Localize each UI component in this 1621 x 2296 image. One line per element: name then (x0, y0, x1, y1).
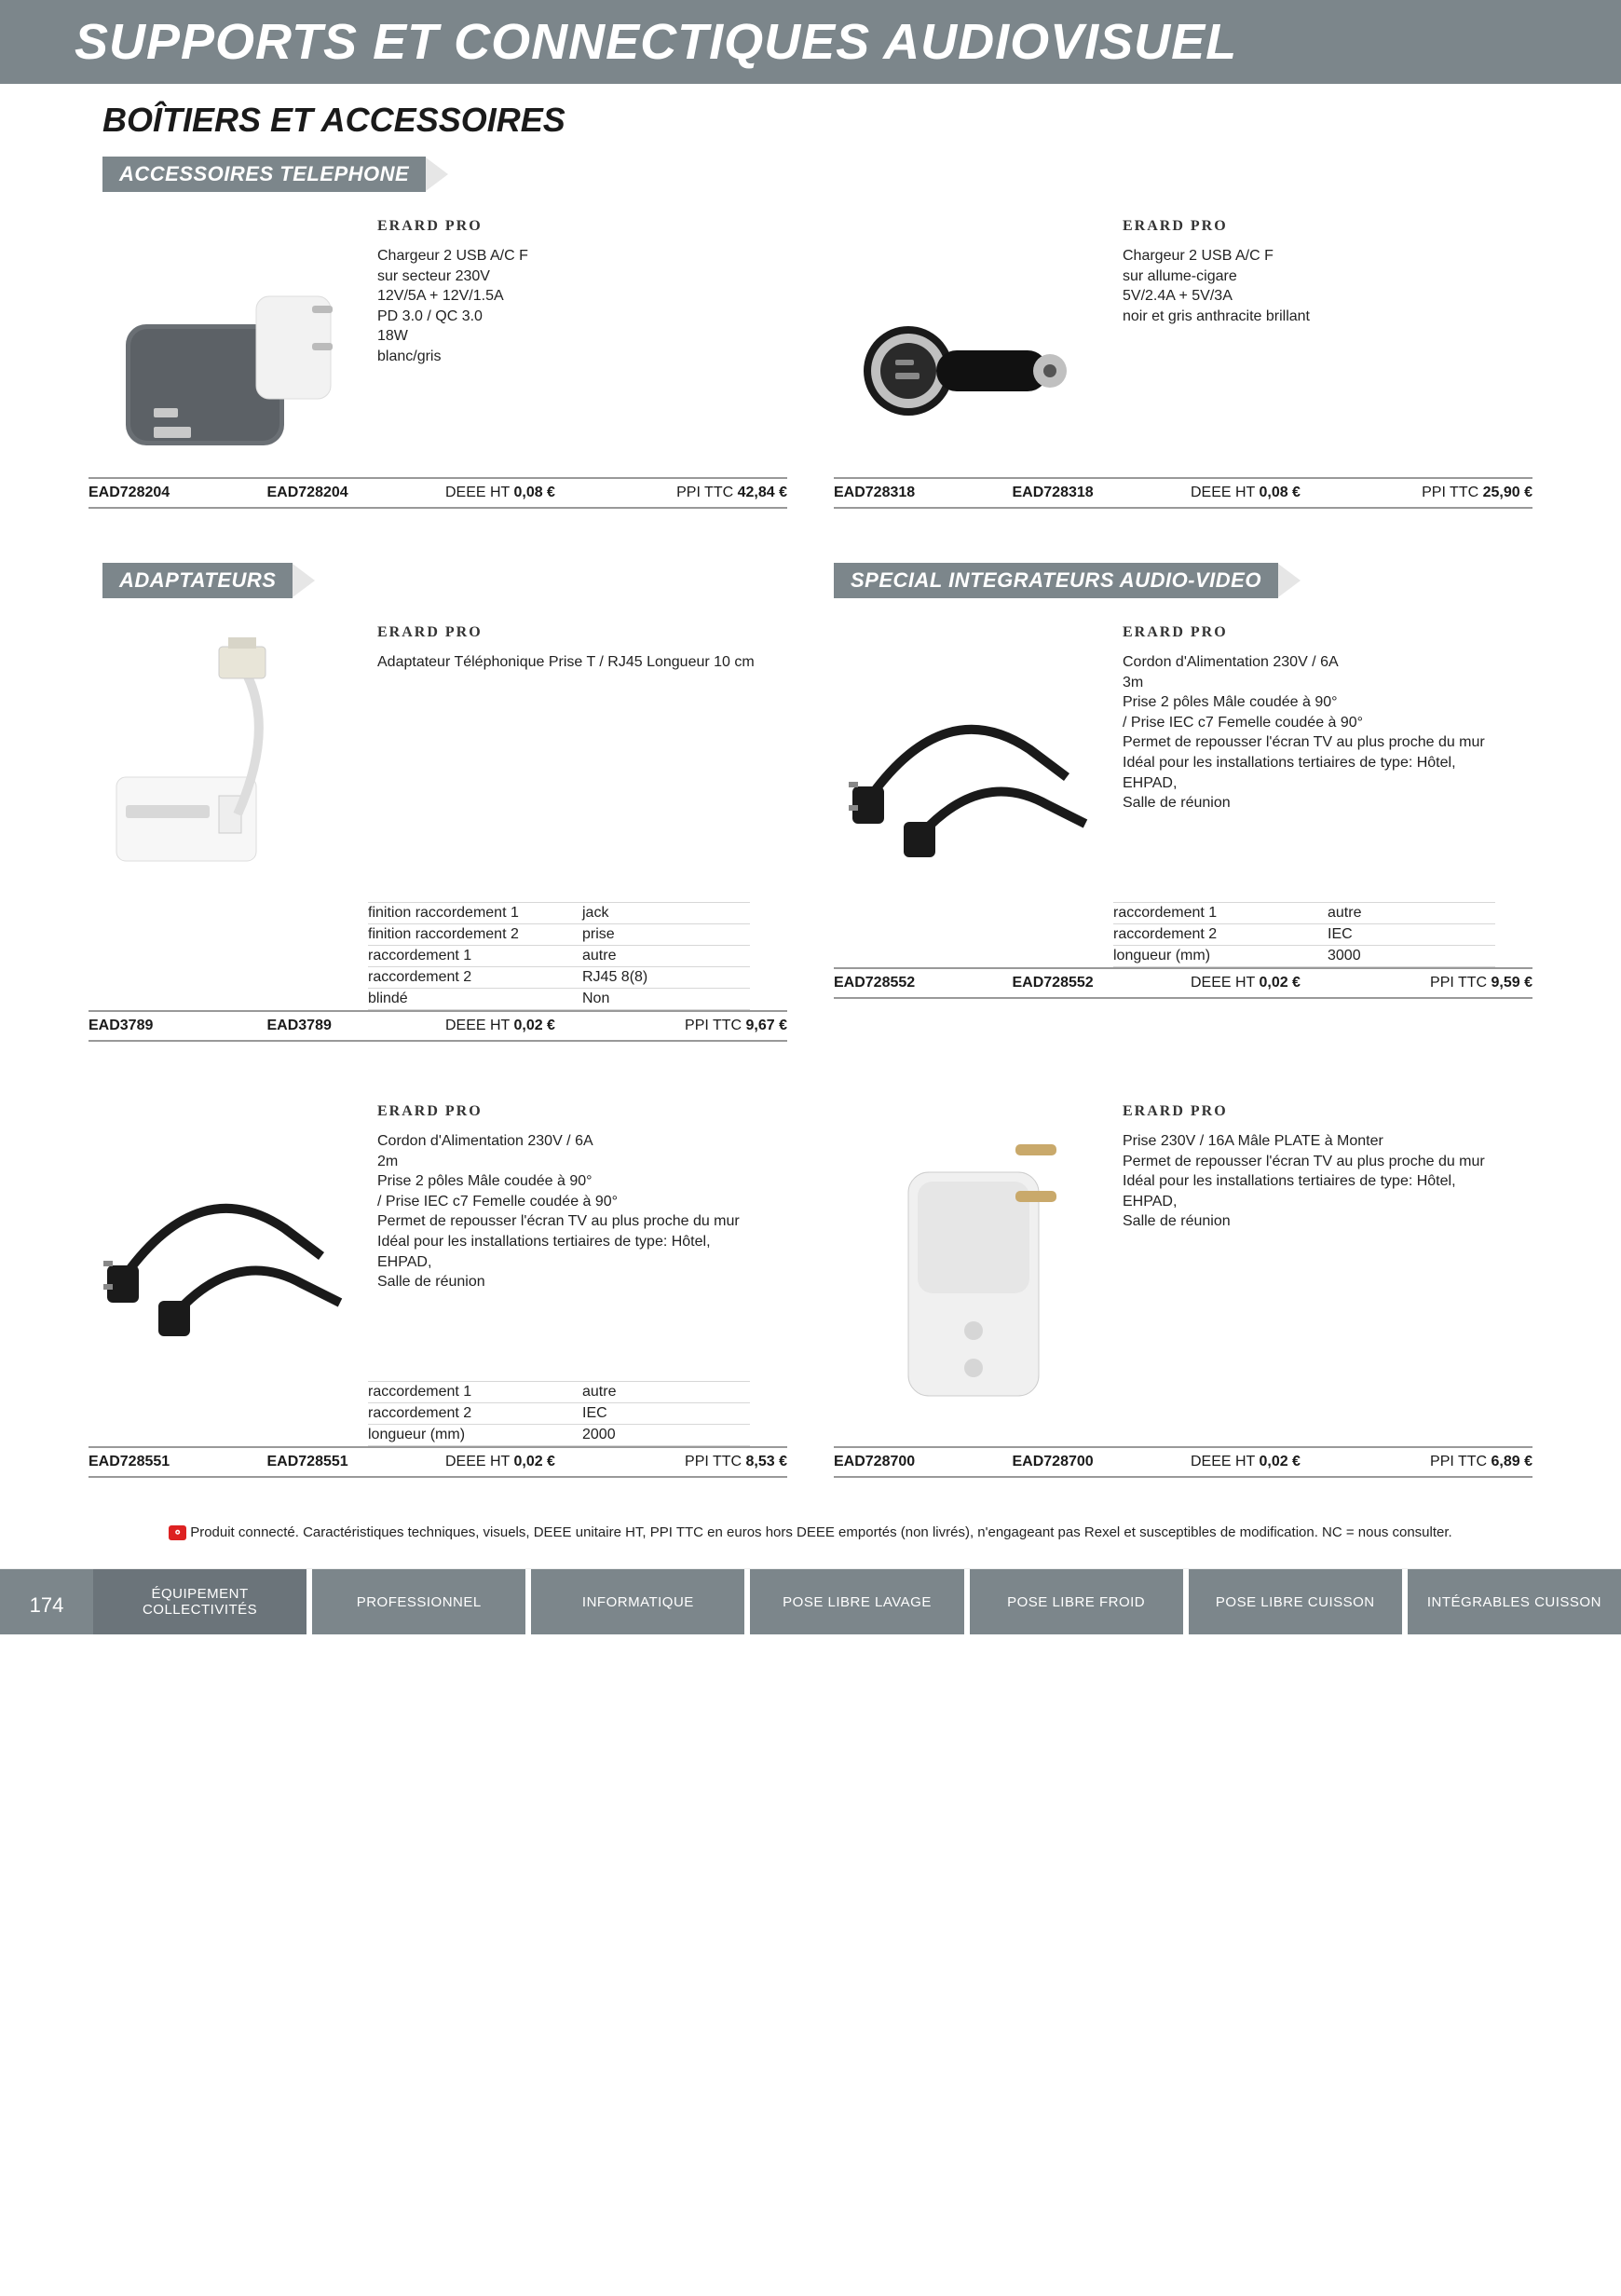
power-cord-icon (89, 1098, 368, 1368)
product-description: Cordon d'Alimentation 230V / 6A 3m Prise… (1123, 652, 1514, 813)
arrow-icon (1278, 564, 1301, 597)
product-ppi: PPI TTC 8,53 € (638, 1454, 787, 1470)
disclaimer-text: ⚬Produit connecté. Caractéristiques tech… (89, 1524, 1532, 1540)
flat-plug-icon (834, 1098, 1113, 1424)
product-ppi: PPI TTC 9,67 € (638, 1018, 787, 1034)
arrow-icon (426, 157, 448, 191)
product-description: Adaptateur Téléphonique Prise T / RJ45 L… (377, 652, 769, 673)
adapter-icon (89, 619, 368, 889)
product-description: Cordon d'Alimentation 230V / 6A 2m Prise… (377, 1131, 769, 1292)
connected-badge-icon: ⚬ (169, 1525, 186, 1540)
page-subtitle: BOÎTIERS ET ACCESSOIRES (102, 101, 1621, 140)
product-specs: finition raccordement 1jack finition rac… (368, 902, 750, 1010)
product-deee: DEEE HT 0,02 € (1191, 1454, 1383, 1470)
product-brand: ERARD PRO (377, 218, 787, 235)
product-image (834, 1098, 1113, 1424)
section-label-text: SPECIAL INTEGRATEURS AUDIO-VIDEO (834, 563, 1278, 598)
product-card: ERARD PRO Cordon d'Alimentation 230V / 6… (834, 609, 1532, 1051)
product-ref1: EAD728552 (834, 975, 1012, 991)
section-special-integrateurs: SPECIAL INTEGRATEURS AUDIO-VIDEO (834, 563, 1301, 598)
section-label-text: ACCESSOIRES TELEPHONE (102, 157, 426, 192)
product-brand: ERARD PRO (377, 1103, 787, 1120)
product-row: ERARD PRO Chargeur 2 USB A/C F sur secte… (0, 203, 1621, 518)
product-ref2: EAD728204 (266, 485, 444, 501)
product-brand: ERARD PRO (1123, 218, 1532, 235)
product-ppi: PPI TTC 25,90 € (1383, 485, 1532, 501)
footer-nav: 174 ÉQUIPEMENT COLLECTIVITÉS PROFESSIONN… (0, 1568, 1621, 1634)
product-ref1: EAD728204 (89, 485, 266, 501)
product-row: ERARD PRO Cordon d'Alimentation 230V / 6… (0, 1088, 1621, 1487)
product-ref2: EAD728318 (1012, 485, 1190, 501)
product-price-row: EAD728204 EAD728204 DEEE HT 0,08 € PPI T… (89, 477, 787, 509)
product-ref2: EAD728551 (266, 1454, 444, 1470)
product-price-row: EAD728552 EAD728552 DEEE HT 0,02 € PPI T… (834, 967, 1532, 999)
product-price-row: EAD728700 EAD728700 DEEE HT 0,02 € PPI T… (834, 1446, 1532, 1478)
footer-tab[interactable]: INTÉGRABLES CUISSON (1408, 1569, 1621, 1634)
footer-tab[interactable]: INFORMATIQUE (531, 1569, 744, 1634)
product-deee: DEEE HT 0,02 € (445, 1018, 638, 1034)
footer-tab[interactable]: PROFESSIONNEL (312, 1569, 525, 1634)
product-ppi: PPI TTC 42,84 € (638, 485, 787, 501)
arrow-icon (293, 564, 315, 597)
product-image (89, 1098, 368, 1368)
footer-tab[interactable]: POSE LIBRE FROID (970, 1569, 1183, 1634)
catalog-page: SUPPORTS ET CONNECTIQUES AUDIOVISUEL BOÎ… (0, 0, 1621, 1672)
footer-tab[interactable]: ÉQUIPEMENT COLLECTIVITÉS (93, 1569, 306, 1634)
page-title: SUPPORTS ET CONNECTIQUES AUDIOVISUEL (0, 0, 1621, 84)
product-ref1: EAD728700 (834, 1454, 1012, 1470)
footer-tab[interactable]: POSE LIBRE CUISSON (1189, 1569, 1402, 1634)
charger-icon (98, 212, 359, 473)
product-specs: raccordement 1autre raccordement 2IEC lo… (368, 1381, 750, 1446)
product-card: ERARD PRO Adaptateur Téléphonique Prise … (89, 609, 787, 1051)
power-cord-icon (834, 619, 1113, 889)
product-image (834, 619, 1113, 889)
product-ref2: EAD728552 (1012, 975, 1190, 991)
product-ppi: PPI TTC 9,59 € (1383, 975, 1532, 991)
product-specs: raccordement 1autre raccordement 2IEC lo… (1113, 902, 1495, 967)
product-price-row: EAD728318 EAD728318 DEEE HT 0,08 € PPI T… (834, 477, 1532, 509)
product-brand: ERARD PRO (1123, 1103, 1532, 1120)
product-row: ERARD PRO Adaptateur Téléphonique Prise … (0, 609, 1621, 1051)
product-ref2: EAD3789 (266, 1018, 444, 1034)
product-image (89, 212, 368, 473)
product-image (834, 212, 1113, 473)
product-price-row: EAD728551 EAD728551 DEEE HT 0,02 € PPI T… (89, 1446, 787, 1478)
product-ref1: EAD3789 (89, 1018, 266, 1034)
section-label-text: ADAPTATEURS (102, 563, 293, 598)
product-ref1: EAD728551 (89, 1454, 266, 1470)
product-deee: DEEE HT 0,02 € (445, 1454, 638, 1470)
product-description: Chargeur 2 USB A/C F sur allume-cigare 5… (1123, 246, 1514, 326)
product-card: ERARD PRO Prise 230V / 16A Mâle PLATE à … (834, 1088, 1532, 1487)
product-description: Chargeur 2 USB A/C F sur secteur 230V 12… (377, 246, 769, 367)
product-brand: ERARD PRO (1123, 624, 1532, 641)
section-accessoires-telephone: ACCESSOIRES TELEPHONE (102, 157, 448, 192)
product-deee: DEEE HT 0,02 € (1191, 975, 1383, 991)
car-charger-icon (843, 212, 1104, 473)
product-card: ERARD PRO Cordon d'Alimentation 230V / 6… (89, 1088, 787, 1487)
section-adaptateurs: ADAPTATEURS (102, 563, 315, 598)
product-ppi: PPI TTC 6,89 € (1383, 1454, 1532, 1470)
product-card: ERARD PRO Chargeur 2 USB A/C F sur secte… (89, 203, 787, 518)
product-price-row: EAD3789 EAD3789 DEEE HT 0,02 € PPI TTC 9… (89, 1010, 787, 1042)
product-deee: DEEE HT 0,08 € (1191, 485, 1383, 501)
product-ref1: EAD728318 (834, 485, 1012, 501)
product-description: Prise 230V / 16A Mâle PLATE à Monter Per… (1123, 1131, 1514, 1232)
product-image (89, 619, 368, 889)
page-number: 174 (0, 1569, 93, 1634)
product-ref2: EAD728700 (1012, 1454, 1190, 1470)
footer-tab[interactable]: POSE LIBRE LAVAGE (750, 1569, 963, 1634)
product-brand: ERARD PRO (377, 624, 787, 641)
product-card: ERARD PRO Chargeur 2 USB A/C F sur allum… (834, 203, 1532, 518)
product-deee: DEEE HT 0,08 € (445, 485, 638, 501)
